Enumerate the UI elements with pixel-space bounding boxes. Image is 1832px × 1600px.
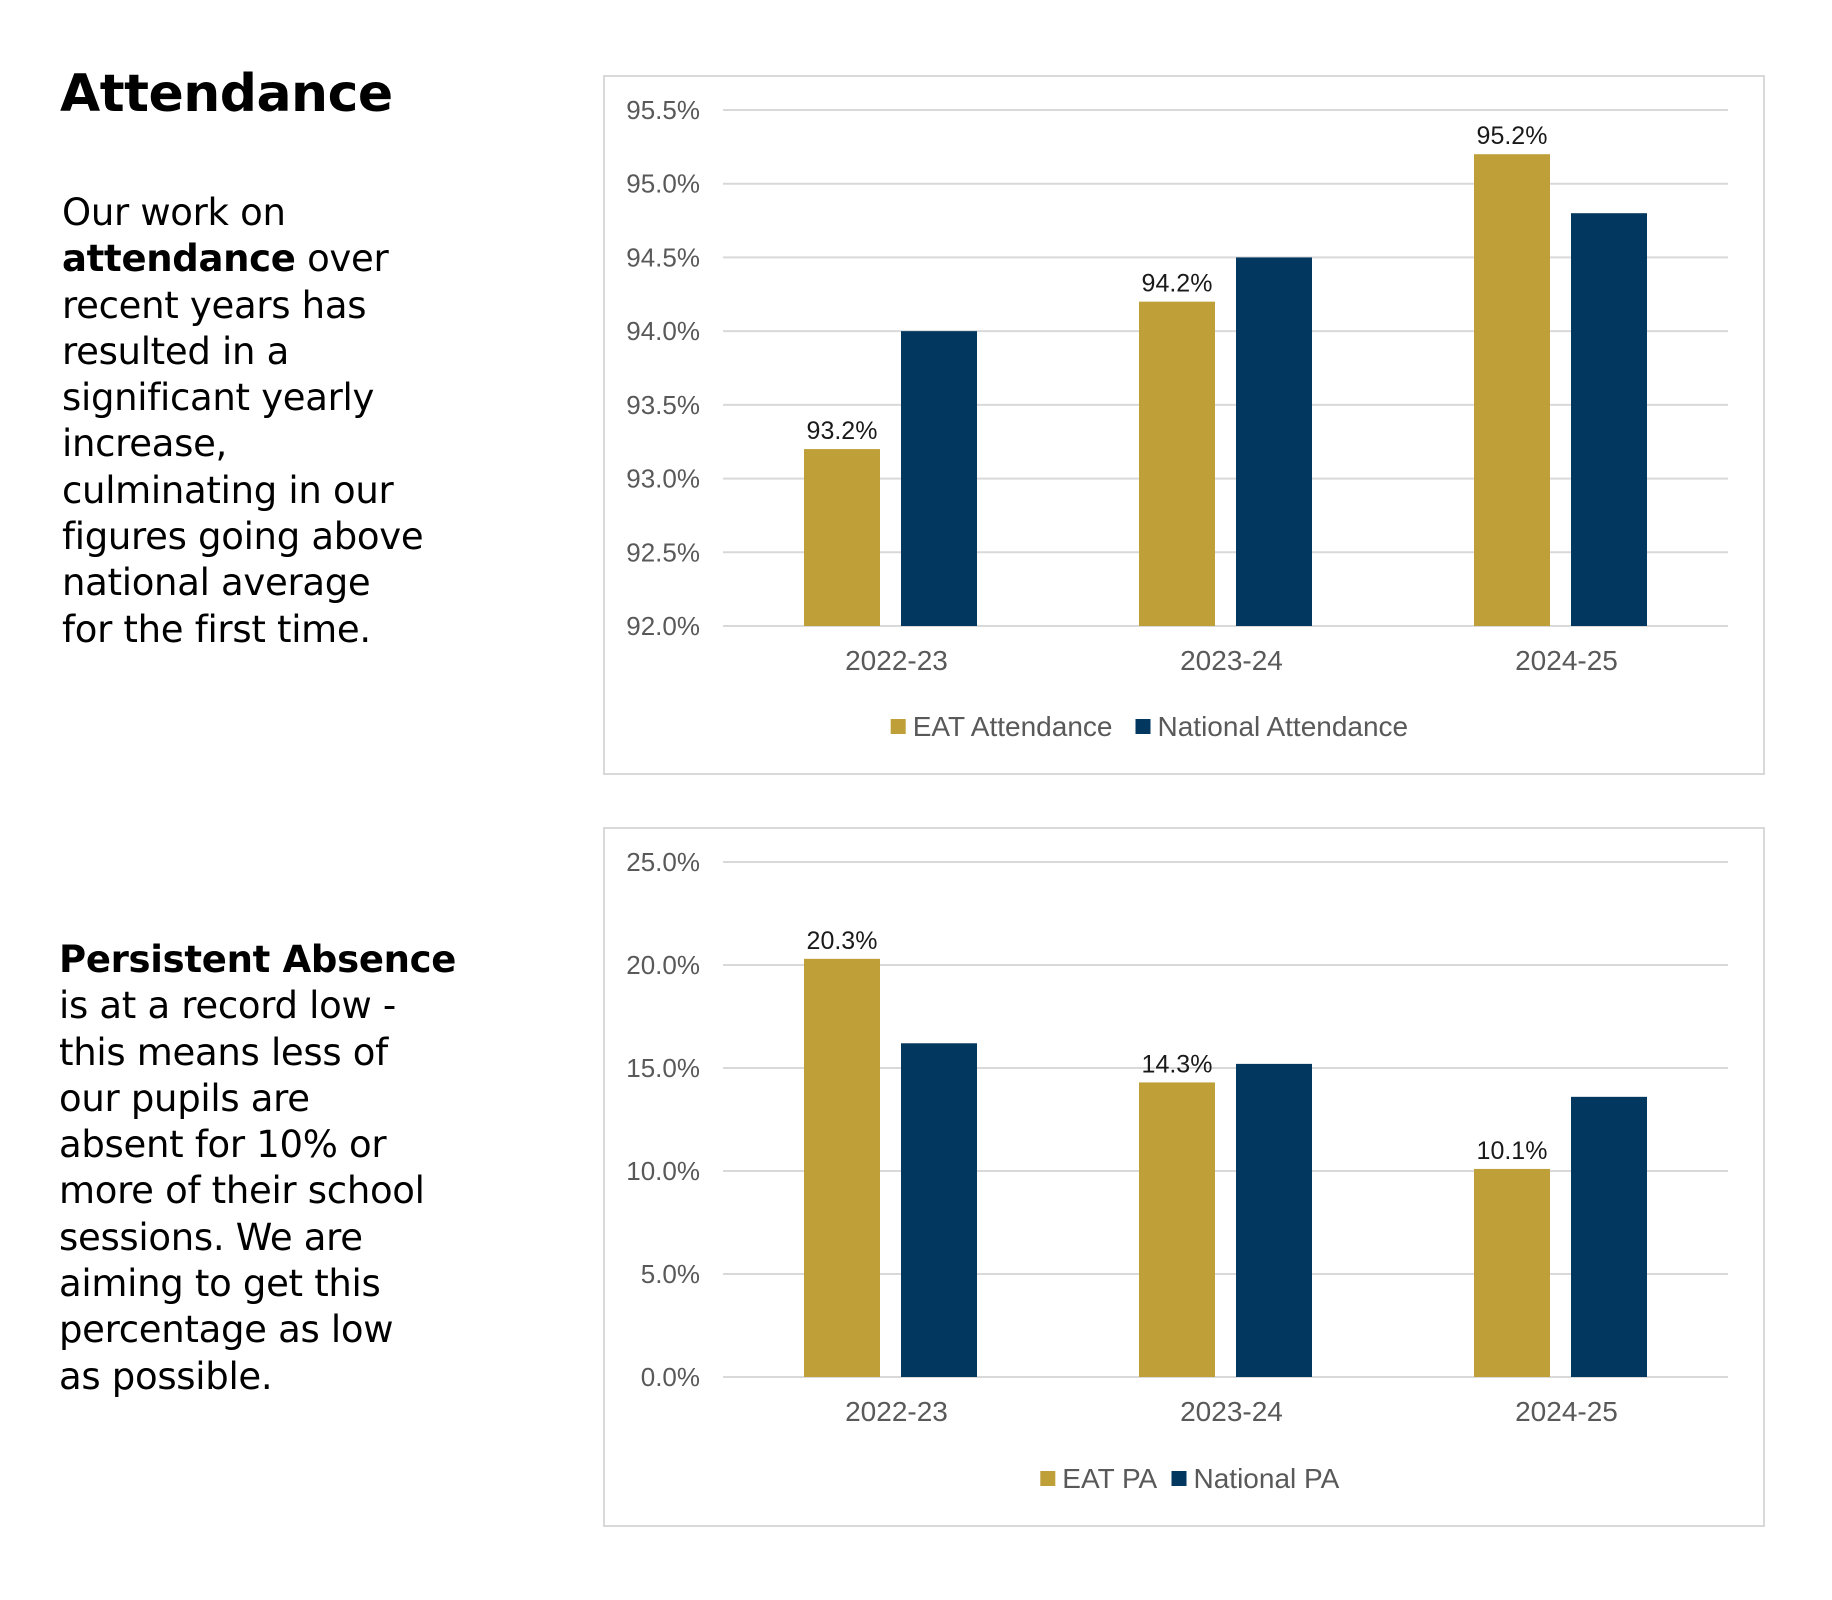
body-text: sessions. We are <box>59 1215 363 1259</box>
body-text: significant yearly <box>62 376 375 420</box>
attendance-text-line: increase, <box>62 421 423 467</box>
attendance-text-line: for the first time. <box>62 607 423 653</box>
absence-text-line: percentage as low <box>59 1307 456 1353</box>
attendance-chart-frame <box>603 75 1765 775</box>
body-text: increase, <box>62 422 228 466</box>
body-text: this means less of <box>59 1030 388 1074</box>
absence-text-line: this means less of <box>59 1030 456 1076</box>
body-text: resulted in a <box>62 329 289 373</box>
body-text: is at a record low - <box>59 984 396 1028</box>
attendance-text-line: resulted in a <box>62 329 423 375</box>
body-text: figures going above <box>62 515 424 559</box>
emphasis-text: attendance <box>62 237 296 281</box>
body-text: aiming to get this <box>59 1262 381 1306</box>
absence-text-line: is at a record low - <box>59 983 456 1029</box>
body-text: for the first time. <box>62 607 371 651</box>
body-text: culminating in our <box>62 468 394 512</box>
body-text: our pupils are <box>59 1076 310 1120</box>
body-text: recent years has <box>62 283 367 327</box>
absence-text-line: sessions. We are <box>59 1215 456 1261</box>
attendance-text-line: attendance over <box>62 236 423 282</box>
body-text: Our work on <box>62 191 286 234</box>
absence-text-line: more of their school <box>59 1168 456 1214</box>
attendance-text-line: Our work on <box>62 190 423 236</box>
absence-text-line: aiming to get this <box>59 1261 456 1307</box>
body-text: more of their school <box>59 1169 425 1213</box>
absence-text-line: Persistent Absence <box>59 937 456 983</box>
absence-text-line: our pupils are <box>59 1076 456 1122</box>
attendance-text-line: figures going above <box>62 514 424 560</box>
page-heading: Attendance <box>60 64 393 124</box>
body-text: national average <box>62 561 371 605</box>
absence-text-line: absent for 10% or <box>59 1122 456 1168</box>
emphasis-text: Persistent Absence <box>59 938 457 981</box>
persistent-absence-description: Persistent Absence is at a record low - th… <box>59 937 456 1400</box>
attendance-text-line: national average <box>62 560 423 606</box>
attendance-text-line: significant yearly <box>62 375 423 421</box>
attendance-description: Our work on attendance over recent years h… <box>62 190 424 653</box>
attendance-text-line: recent years has <box>62 283 423 329</box>
attendance-text-line: culminating in our <box>62 468 423 514</box>
persistent-absence-chart-frame <box>603 827 1765 1527</box>
body-text: absent for 10% or <box>59 1123 387 1167</box>
body-text: as possible. <box>59 1354 273 1398</box>
body-text: percentage as low <box>59 1308 394 1352</box>
body-text: over <box>295 237 389 281</box>
absence-text-line: as possible. <box>59 1354 456 1400</box>
